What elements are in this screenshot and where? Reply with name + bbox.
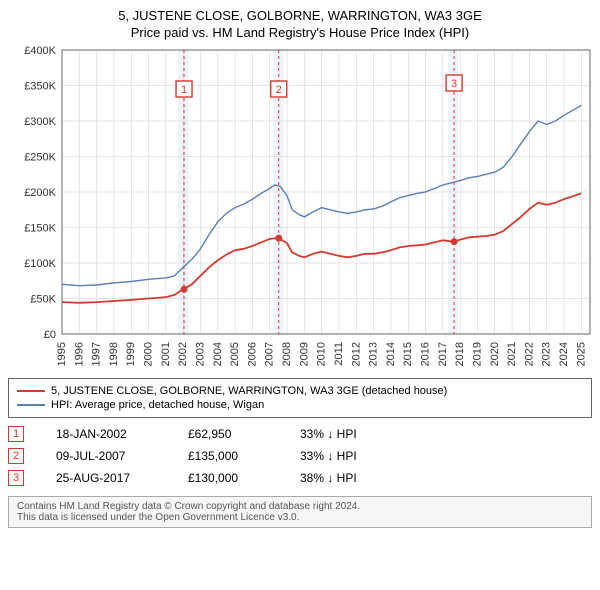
svg-text:2003: 2003 [194,342,206,366]
svg-text:2019: 2019 [471,342,483,366]
transaction-marker: 2 [8,448,24,464]
transaction-diff: 33% ↓ HPI [300,449,410,463]
transaction-row: 2 09-JUL-2007 £135,000 33% ↓ HPI [8,448,592,464]
svg-text:£150K: £150K [24,223,56,235]
svg-text:1: 1 [181,84,187,96]
svg-text:3: 3 [451,78,457,90]
svg-text:2012: 2012 [350,342,362,366]
footer-line-1: Contains HM Land Registry data © Crown c… [17,501,583,512]
chart-container: £0 £50K £100K £150K £200K £250K £300K £350K £400… [8,44,592,374]
svg-text:£400K: £400K [24,45,56,57]
svg-text:2022: 2022 [523,342,535,366]
legend-item: HPI: Average price, detached house, Wiga… [17,399,583,411]
transaction-date: 18-JAN-2002 [56,427,156,441]
transaction-diff: 38% ↓ HPI [300,471,410,485]
title-subtitle: Price paid vs. HM Land Registry's House … [8,25,592,40]
legend-item: 5, JUSTENE CLOSE, GOLBORNE, WARRINGTON, … [17,385,583,397]
svg-text:2016: 2016 [420,342,432,366]
svg-text:£50K: £50K [30,294,56,306]
svg-text:2013: 2013 [368,342,380,366]
svg-text:1997: 1997 [91,342,103,366]
svg-text:2025: 2025 [575,342,587,366]
svg-text:2002: 2002 [177,342,189,366]
transaction-marker: 1 [8,426,24,442]
svg-text:2024: 2024 [558,342,570,366]
svg-text:2014: 2014 [385,342,397,366]
svg-text:£200K: £200K [24,187,56,199]
svg-text:£100K: £100K [24,258,56,270]
transaction-row: 3 25-AUG-2017 £130,000 38% ↓ HPI [8,470,592,486]
legend-swatch [17,404,45,405]
legend-label: HPI: Average price, detached house, Wiga… [51,399,264,411]
title-address: 5, JUSTENE CLOSE, GOLBORNE, WARRINGTON, … [8,8,592,23]
svg-text:2000: 2000 [143,342,155,366]
svg-text:1998: 1998 [108,342,120,366]
transaction-table: 1 18-JAN-2002 £62,950 33% ↓ HPI 2 09-JUL-2007… [8,426,592,486]
svg-text:2007: 2007 [264,342,276,366]
transaction-date: 09-JUL-2007 [56,449,156,463]
transaction-price: £62,950 [188,427,268,441]
chart-title-block: 5, JUSTENE CLOSE, GOLBORNE, WARRINGTON, … [8,8,592,40]
svg-text:£250K: £250K [24,152,56,164]
transaction-row: 1 18-JAN-2002 £62,950 33% ↓ HPI [8,426,592,442]
transaction-marker: 3 [8,470,24,486]
svg-text:2021: 2021 [506,342,518,366]
svg-text:1995: 1995 [56,342,68,366]
transaction-date: 25-AUG-2017 [56,471,156,485]
svg-text:£300K: £300K [24,116,56,128]
legend-swatch [17,390,45,392]
line-chart: £0 £50K £100K £150K £200K £250K £300K £350K £400… [8,44,592,374]
svg-text:2001: 2001 [160,342,172,366]
svg-text:£0: £0 [44,329,56,341]
svg-text:1996: 1996 [73,342,85,366]
legend-label: 5, JUSTENE CLOSE, GOLBORNE, WARRINGTON, … [51,385,447,397]
transaction-price: £135,000 [188,449,268,463]
footer-line-2: This data is licensed under the Open Gov… [17,512,583,523]
svg-text:2009: 2009 [298,342,310,366]
svg-text:2015: 2015 [402,342,414,366]
svg-text:£350K: £350K [24,81,56,93]
svg-text:2005: 2005 [229,342,241,366]
svg-text:2008: 2008 [281,342,293,366]
svg-text:2017: 2017 [437,342,449,366]
transaction-price: £130,000 [188,471,268,485]
svg-text:2010: 2010 [316,342,328,366]
svg-text:1999: 1999 [125,342,137,366]
svg-text:2004: 2004 [212,342,224,366]
svg-text:2011: 2011 [333,342,345,366]
svg-text:2006: 2006 [246,342,258,366]
attribution-footer: Contains HM Land Registry data © Crown c… [8,496,592,528]
svg-text:2018: 2018 [454,342,466,366]
svg-text:2023: 2023 [541,342,553,366]
transaction-diff: 33% ↓ HPI [300,427,410,441]
svg-text:2020: 2020 [489,342,501,366]
legend: 5, JUSTENE CLOSE, GOLBORNE, WARRINGTON, … [8,378,592,418]
svg-text:2: 2 [276,84,282,96]
